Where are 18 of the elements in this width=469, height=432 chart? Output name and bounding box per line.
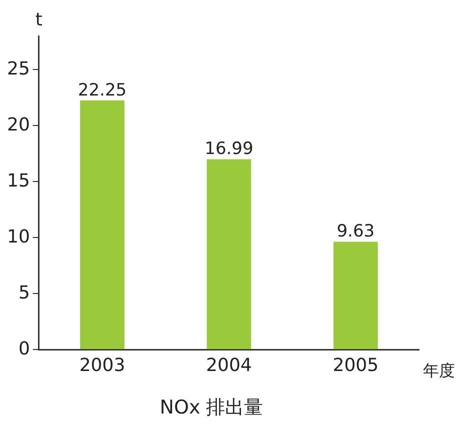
bar [333, 242, 378, 350]
x-tick-label: 2003 [79, 355, 126, 376]
y-axis-title: t [35, 10, 42, 31]
bar [80, 100, 124, 350]
y-tick-label: 20 [7, 114, 30, 136]
data-label: 22.25 [78, 80, 127, 100]
data-label: 9.63 [336, 222, 375, 242]
y-tick-label: 10 [7, 226, 30, 248]
data-label: 16.99 [204, 139, 254, 160]
x-axis-title: 年度 [423, 360, 455, 380]
text: NOx 排出量 [160, 396, 264, 419]
y-tick-label: 15 [7, 170, 30, 192]
x-tick-label: 2005 [332, 355, 379, 376]
y-tick-label: 25 [7, 58, 30, 80]
x-tick-label: 2004 [206, 355, 252, 376]
y-tick-label: 5 [18, 282, 30, 304]
bar [206, 159, 252, 350]
y-tick-label: 0 [18, 338, 30, 360]
